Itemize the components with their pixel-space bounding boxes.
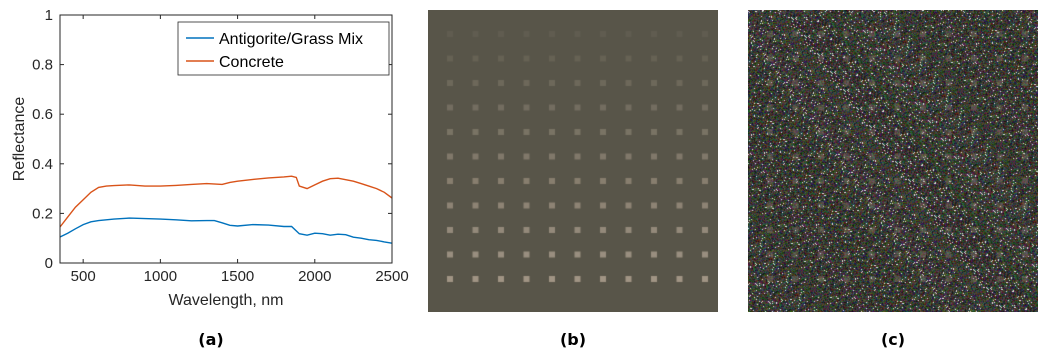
legend-label-antigorite: Antigorite/Grass Mix [219, 31, 363, 48]
simulated-scene-clean [428, 10, 718, 312]
x-tick-labels: 500 1000 1500 2000 2500 [71, 268, 409, 285]
caption-b: (b) [559, 330, 587, 349]
series-line-antigorite-grass-mix [59, 217, 393, 244]
legend-label-concrete: Concrete [219, 54, 284, 71]
caption-c: (c) [880, 330, 906, 349]
y-tick-label: 0.4 [32, 156, 53, 173]
series-layer [59, 175, 393, 244]
y-axis-label: Reflectance [11, 97, 28, 182]
noisy-scene-canvas [748, 10, 1038, 312]
legend-box [177, 21, 390, 76]
y-tick-label: 1 [45, 7, 53, 24]
y-tick-label: 0.8 [32, 57, 53, 74]
x-axis-label: Wavelength, nm [168, 292, 283, 309]
reflectance-chart: 500 1000 1500 2000 2500 0 0.2 0.4 0.6 0.8 1 Wavel… [11, 7, 409, 309]
series-line-concrete [59, 175, 393, 228]
x-tick-label: 1500 [221, 268, 254, 285]
y-tick-label: 0 [45, 255, 53, 272]
x-tick-label: 2500 [375, 268, 408, 285]
y-tick-labels: 0 0.2 0.4 0.6 0.8 1 [32, 7, 53, 272]
legend: Antigorite/Grass Mix Concrete [177, 21, 390, 76]
plot-frame [59, 14, 393, 264]
simulated-scene-noisy [748, 10, 1038, 312]
x-tick-label: 1000 [144, 268, 177, 285]
x-tick-label: 2000 [298, 268, 331, 285]
scene-grid-canvas [428, 10, 718, 312]
y-tick-label: 0.2 [32, 205, 53, 222]
y-tick-label: 0.6 [32, 106, 53, 123]
caption-a: (a) [198, 330, 224, 349]
x-tick-label: 500 [71, 268, 96, 285]
